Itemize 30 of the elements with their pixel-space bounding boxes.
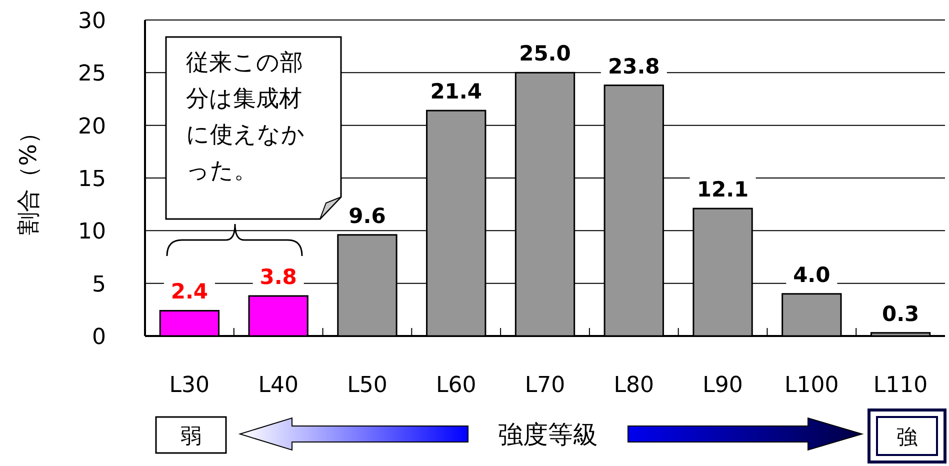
y-tick-label: 30 xyxy=(78,9,106,34)
data-label: 4.0 xyxy=(793,262,830,287)
data-label: 9.6 xyxy=(348,204,386,228)
text: 強 xyxy=(896,425,918,449)
x-tick-label: L70 xyxy=(524,373,566,398)
x-tick-label: L30 xyxy=(169,373,210,398)
data-label: 21.4 xyxy=(430,80,482,104)
x-axis-title: 強度等級 xyxy=(498,420,598,449)
y-axis-title: 割合（%） xyxy=(16,121,42,235)
annotation: 従来この部分は集成材に使えなかった。 xyxy=(186,50,305,184)
x-tick-label: L110 xyxy=(873,373,928,398)
data-label: 25.0 xyxy=(519,42,571,66)
x-tick-label: L40 xyxy=(258,373,298,398)
y-tick-label: 10 xyxy=(78,220,106,245)
y-tick-label: 15 xyxy=(78,167,106,192)
data-label: 12.1 xyxy=(696,178,749,202)
data-label: 0.3 xyxy=(882,302,920,326)
data-label: 3.8 xyxy=(260,264,297,289)
x-tick-label: L100 xyxy=(784,373,839,398)
x-tick-label: L80 xyxy=(614,373,654,398)
x-tick-label: L60 xyxy=(436,373,476,398)
y-tick-label: 5 xyxy=(92,272,106,298)
y-tick-label: 20 xyxy=(78,114,106,140)
y-tick-label: 0 xyxy=(92,325,106,350)
x-tick-label: L50 xyxy=(347,373,388,398)
text: 弱 xyxy=(180,424,202,448)
x-tick-label: L90 xyxy=(702,373,743,398)
y-tick-label: 25 xyxy=(78,62,106,87)
data-label: 2.4 xyxy=(170,280,208,304)
data-label: 23.8 xyxy=(608,54,660,78)
